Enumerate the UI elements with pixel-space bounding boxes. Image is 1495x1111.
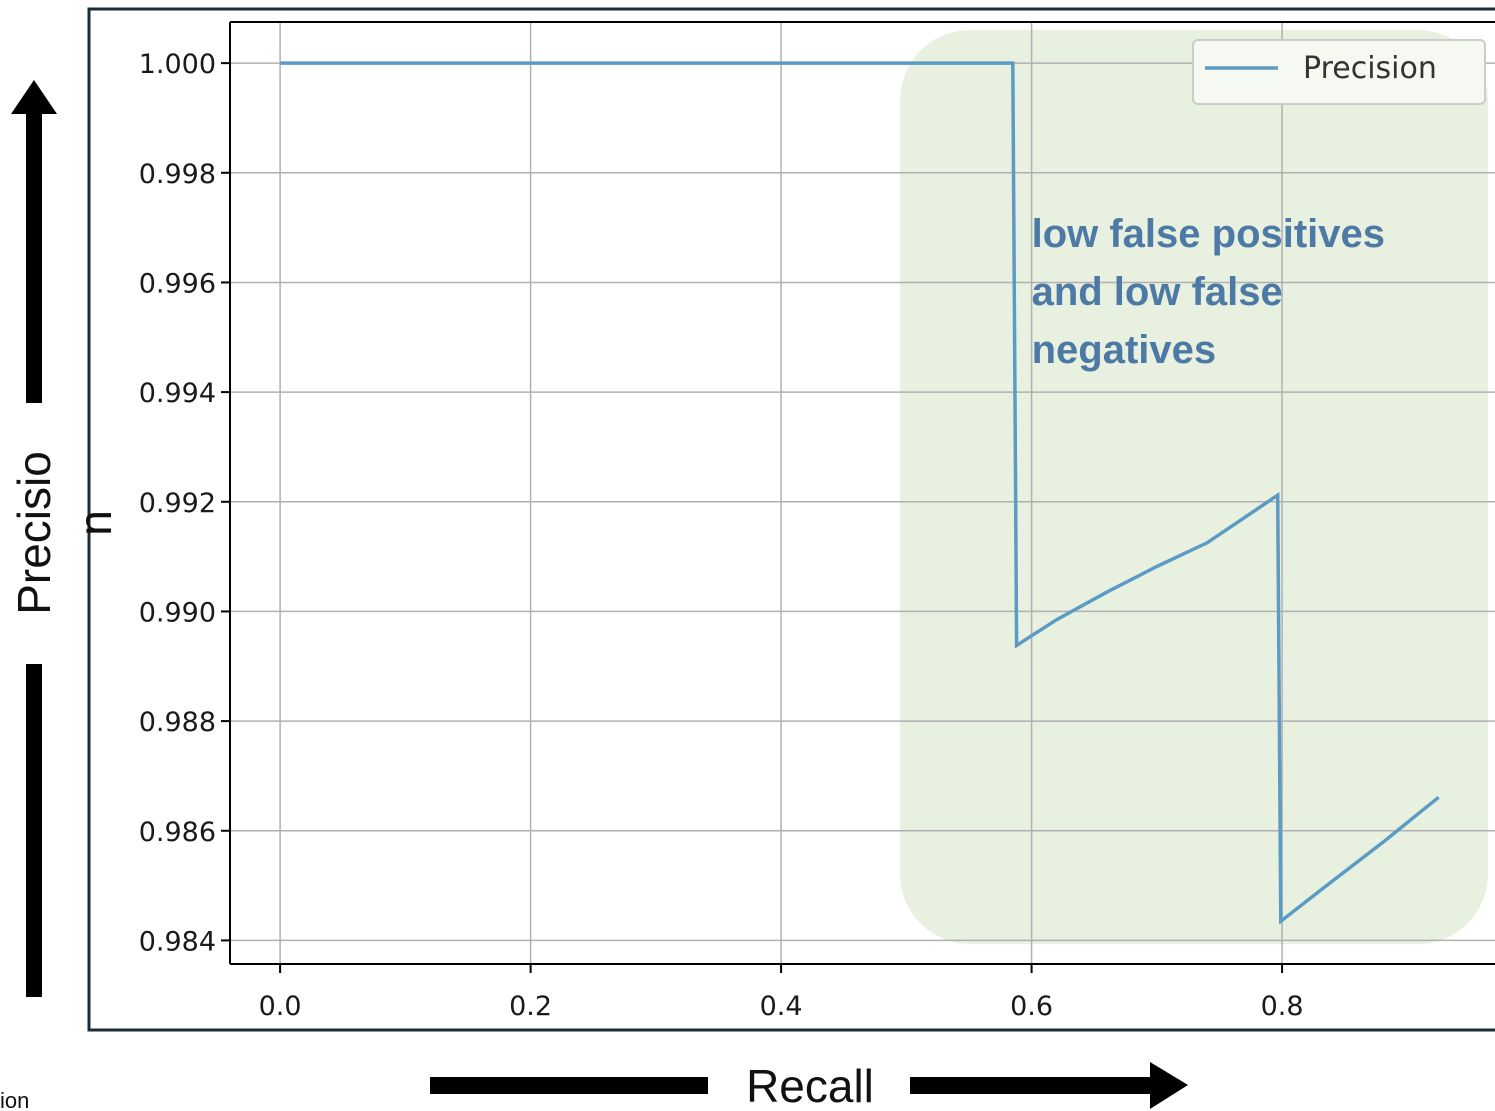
x-tick-label: 0.0 [259, 991, 302, 1022]
x-direction-arrow [430, 1062, 1188, 1109]
y-tick-label: 0.990 [139, 597, 216, 628]
x-arrow-head-icon [1150, 1062, 1188, 1109]
y-tick-label: 0.994 [139, 378, 216, 409]
annotation-line: negatives [1032, 328, 1217, 372]
legend-label-precision: Precision [1303, 51, 1437, 86]
annotation-line: low false positives [1032, 212, 1385, 256]
highlight-region [900, 30, 1488, 944]
y-axis-label: Precisio [8, 451, 60, 615]
y-tick-label: 1.000 [139, 49, 216, 80]
x-tick-label: 0.2 [509, 991, 552, 1022]
y-tick-label: 0.996 [139, 268, 216, 299]
x-tick-label: 0.6 [1010, 991, 1053, 1022]
y-tick-label: 0.986 [139, 817, 216, 848]
y-axis-label-overflow: n [69, 510, 121, 536]
axes [229, 21, 1495, 965]
y-arrow-shaft-lower [26, 664, 42, 997]
x-tick-label: 0.8 [1261, 991, 1304, 1022]
y-arrow-head-icon [11, 80, 57, 114]
y-tick-label: 0.998 [139, 159, 216, 190]
y-direction-arrow [11, 80, 57, 997]
x-arrow-shaft-left [430, 1077, 708, 1094]
y-tick-label: 0.984 [139, 926, 216, 957]
y-arrow-shaft-upper [26, 108, 42, 403]
footnote-fragment: ion [0, 1088, 29, 1111]
series-line-precision [280, 61, 1440, 925]
ticks: 0.0 0.2 0.4 0.6 0.8 1.000 0.998 0.996 0.994 0.992… [139, 49, 1304, 1022]
x-arrow-shaft-right [910, 1077, 1155, 1094]
legend: Precision [1192, 39, 1486, 105]
y-tick-label: 0.992 [139, 488, 216, 519]
grid [230, 22, 1495, 964]
legend-box [1192, 39, 1486, 105]
annotation: low false positives and low false negative… [1032, 212, 1385, 372]
x-axis-label: Recall [746, 1060, 874, 1111]
y-tick-label: 0.988 [139, 707, 216, 738]
annotation-line: and low false [1032, 270, 1283, 314]
x-tick-label: 0.4 [760, 991, 803, 1022]
